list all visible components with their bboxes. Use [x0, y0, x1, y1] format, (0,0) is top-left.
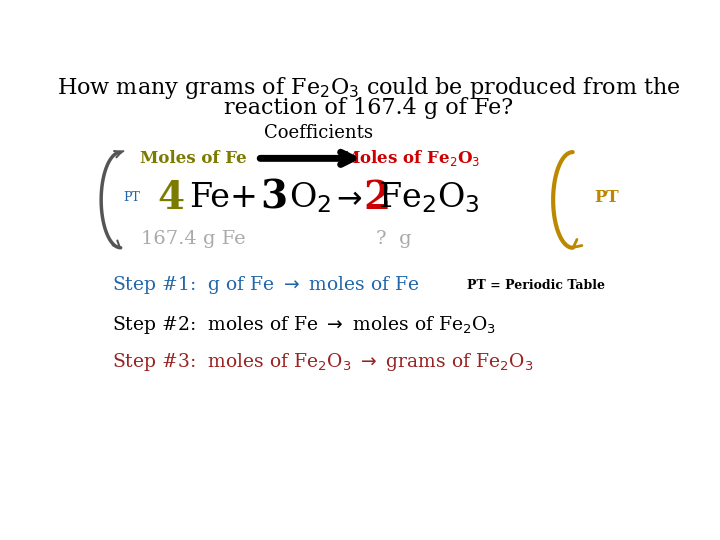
Text: 2: 2 [364, 179, 391, 217]
Text: Fe: Fe [189, 182, 230, 214]
Text: ?  g: ? g [377, 231, 412, 248]
Text: Step #3:  moles of Fe$_2$O$_3$ $\rightarrow$ grams of Fe$_2$O$_3$: Step #3: moles of Fe$_2$O$_3$ $\rightarr… [112, 351, 534, 373]
Text: PT = Periodic Table: PT = Periodic Table [467, 279, 605, 292]
Text: 4: 4 [158, 179, 184, 217]
Text: +: + [230, 182, 257, 214]
Text: Coefficients: Coefficients [264, 124, 373, 143]
Text: PT: PT [123, 191, 140, 204]
Text: PT: PT [594, 190, 618, 206]
Text: Moles of Fe$_2$O$_3$: Moles of Fe$_2$O$_3$ [341, 148, 480, 168]
Text: 3: 3 [261, 179, 288, 217]
Text: $\rightarrow$: $\rightarrow$ [330, 183, 363, 213]
Text: Step #2:  moles of Fe $\rightarrow$ moles of Fe$_2$O$_3$: Step #2: moles of Fe $\rightarrow$ moles… [112, 314, 497, 336]
Text: 167.4 g Fe: 167.4 g Fe [141, 231, 246, 248]
Text: Step #1:  g of Fe $\rightarrow$ moles of Fe: Step #1: g of Fe $\rightarrow$ moles of … [112, 274, 420, 296]
Text: O$_2$: O$_2$ [289, 180, 332, 215]
Text: Fe$_2$O$_3$: Fe$_2$O$_3$ [379, 180, 480, 215]
Text: reaction of 167.4 g of Fe?: reaction of 167.4 g of Fe? [225, 97, 513, 119]
Text: How many grams of Fe$_2$O$_3$ could be produced from the: How many grams of Fe$_2$O$_3$ could be p… [57, 75, 681, 100]
Text: Moles of Fe: Moles of Fe [140, 150, 246, 167]
